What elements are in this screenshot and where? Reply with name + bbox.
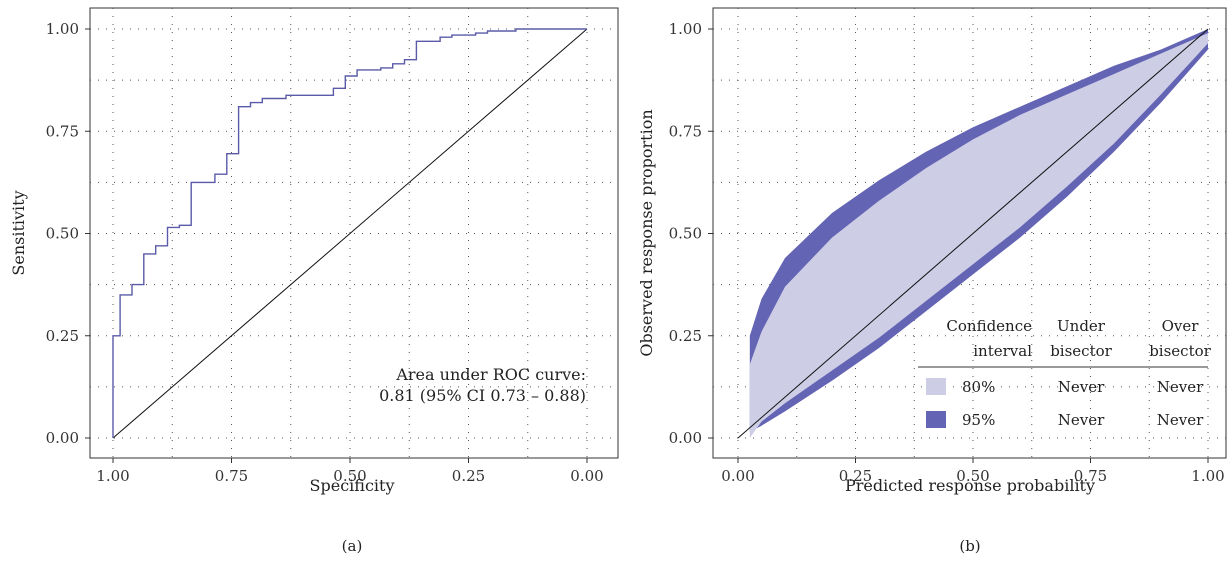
auc-annotation-line-1: Area under ROC curve:	[395, 365, 586, 384]
calibration-ytick-label-2: 0.50	[669, 225, 702, 243]
calibration-x-axis-label: Predicted response probability	[845, 476, 1095, 495]
roc-xtick-label-4: 0.00	[570, 467, 603, 485]
calibration-ytick-label-1: 0.25	[669, 327, 702, 345]
legend-under-95: Never	[1058, 411, 1105, 429]
calibration-ytick-label-4: 1.00	[669, 20, 702, 38]
calibration-xtick-label-3: 0.75	[1074, 467, 1107, 485]
roc-ytick-label-4: 1.00	[46, 20, 79, 38]
legend-header-interval: interval	[973, 342, 1032, 360]
roc-ytick-label-3: 0.75	[46, 122, 79, 140]
calibration-ytick-label-3: 0.75	[669, 122, 702, 140]
legend-level-95: 95%	[962, 411, 995, 429]
legend-level-80: 80%	[962, 378, 995, 396]
legend-header-over: Over	[1162, 317, 1200, 335]
calibration-bisector-line	[737, 28, 1209, 439]
calibration-panel: 0.00 0.25 0.50 0.75 1.00 0.00 0.25 0.50 0.75 1.00…	[637, 7, 1227, 555]
legend-under-80: Never	[1058, 378, 1105, 396]
legend-swatch-95	[926, 411, 946, 428]
roc-ytick-label-0: 0.00	[46, 429, 79, 447]
panel-label-b: (b)	[959, 537, 980, 555]
roc-ytick-label-2: 0.50	[46, 225, 79, 243]
calibration-xtick-label-4: 1.00	[1191, 467, 1224, 485]
panel-label-a: (a)	[342, 537, 363, 555]
roc-diagonal-reference-line	[112, 28, 588, 439]
roc-curve	[112, 28, 587, 438]
roc-xtick-label-0: 1.00	[96, 467, 129, 485]
calibration-ticks: 0.00 0.25 0.50 0.75 1.00 0.00 0.25 0.50 0.75 1.00	[669, 20, 1225, 485]
calibration-xtick-label-0: 0.00	[721, 467, 754, 485]
legend-over-95: Never	[1157, 411, 1204, 429]
roc-panel: 1.00 0.75 0.50 0.25 0.000.000.250.500.751.00…	[9, 7, 619, 555]
legend-header-over-bisector: bisector	[1149, 342, 1211, 360]
roc-xtick-label-3: 0.25	[452, 467, 485, 485]
calibration-legend: Confidence interval Under bisector Over …	[918, 317, 1212, 429]
calibration-y-axis-label: Observed response proportion	[637, 109, 656, 356]
roc-ticks: 1.00 0.75 0.50 0.25 0.00 0.00 0.25 0.50 0.75 1.00	[46, 20, 604, 485]
roc-xtick-label-2: 0.50	[333, 467, 366, 485]
roc-xtick-label-1: 0.75	[215, 467, 248, 485]
roc-y-axis-label: Sensitivity	[9, 190, 28, 275]
legend-over-80: Never	[1157, 378, 1204, 396]
roc-ytick-label-1: 0.25	[46, 327, 79, 345]
calibration-xtick-label-1: 0.25	[839, 467, 872, 485]
legend-header-under: Under	[1057, 317, 1106, 335]
auc-annotation-line-2: 0.81 (95% CI 0.73 – 0.88)	[379, 386, 586, 405]
confidence-band-80	[749, 33, 1208, 438]
legend-header-under-bisector: bisector	[1050, 342, 1112, 360]
legend-header-confidence: Confidence	[946, 317, 1032, 335]
legend-swatch-80	[926, 378, 946, 395]
calibration-ytick-label-0: 0.00	[669, 429, 702, 447]
roc-x-axis-label: Specificity	[310, 476, 395, 495]
calibration-xtick-label-2: 0.50	[956, 467, 989, 485]
